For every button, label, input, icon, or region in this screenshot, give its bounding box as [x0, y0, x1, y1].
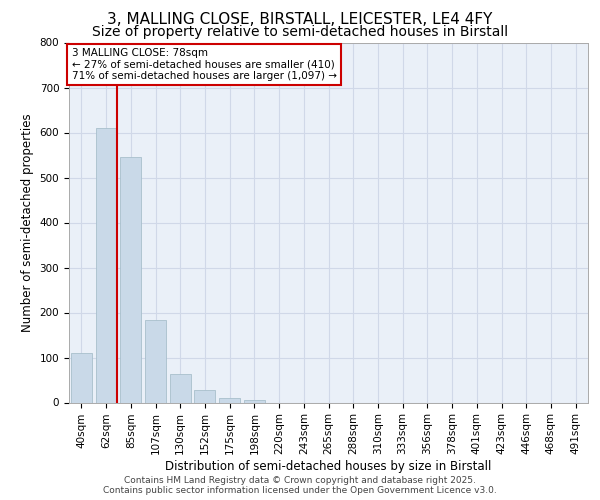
Text: Size of property relative to semi-detached houses in Birstall: Size of property relative to semi-detach…: [92, 25, 508, 39]
Text: 3 MALLING CLOSE: 78sqm
← 27% of semi-detached houses are smaller (410)
71% of se: 3 MALLING CLOSE: 78sqm ← 27% of semi-det…: [71, 48, 337, 81]
Bar: [170, 374, 191, 402]
Bar: [120, 157, 141, 402]
Bar: [95, 128, 116, 402]
Bar: [244, 400, 265, 402]
Text: 3, MALLING CLOSE, BIRSTALL, LEICESTER, LE4 4FY: 3, MALLING CLOSE, BIRSTALL, LEICESTER, L…: [107, 12, 493, 28]
Text: Contains public sector information licensed under the Open Government Licence v3: Contains public sector information licen…: [103, 486, 497, 495]
Bar: [71, 353, 92, 403]
Y-axis label: Number of semi-detached properties: Number of semi-detached properties: [21, 113, 34, 332]
Bar: [145, 320, 166, 402]
Text: Contains HM Land Registry data © Crown copyright and database right 2025.: Contains HM Land Registry data © Crown c…: [124, 476, 476, 485]
Bar: [194, 390, 215, 402]
Bar: [219, 398, 240, 402]
X-axis label: Distribution of semi-detached houses by size in Birstall: Distribution of semi-detached houses by …: [166, 460, 491, 473]
